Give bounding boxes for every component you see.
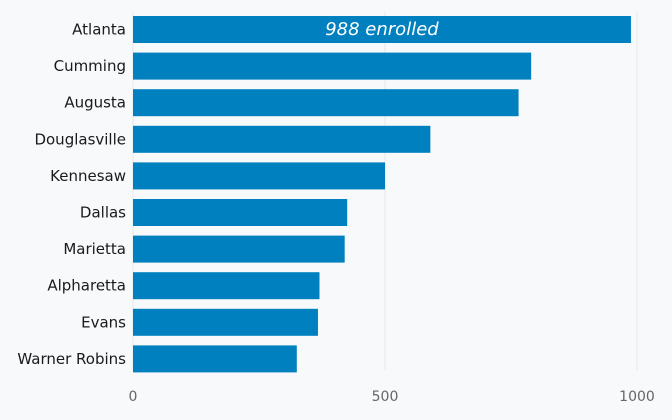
category-label: Cumming bbox=[54, 57, 126, 75]
category-label: Augusta bbox=[64, 94, 126, 112]
bar-marietta bbox=[133, 235, 345, 263]
bar-augusta bbox=[133, 89, 519, 117]
x-tick-label: 500 bbox=[372, 389, 399, 405]
category-label: Kennesaw bbox=[50, 167, 126, 185]
category-labels: Atlanta Cumming Augusta Douglasville Kennesa… bbox=[17, 21, 126, 368]
bar-annotation: 988 enrolled bbox=[325, 19, 439, 40]
category-label: Atlanta bbox=[72, 21, 126, 39]
category-label: Warner Robins bbox=[17, 350, 126, 368]
bar-atlanta bbox=[133, 16, 631, 43]
category-label: Douglasville bbox=[34, 130, 126, 148]
bar-dallas bbox=[133, 199, 348, 226]
bars bbox=[133, 16, 631, 373]
category-label: Dallas bbox=[80, 204, 126, 222]
x-tick-labels: 0 500 1000 bbox=[129, 389, 655, 405]
bar-evans bbox=[133, 308, 318, 336]
bar-douglasville bbox=[133, 125, 431, 153]
bar-cumming bbox=[133, 52, 532, 80]
category-label: Marietta bbox=[63, 240, 126, 258]
bar-warner-robins bbox=[133, 345, 297, 373]
bar-alpharetta bbox=[133, 272, 320, 300]
x-tick-label: 0 bbox=[129, 389, 138, 405]
category-label: Alpharetta bbox=[47, 277, 126, 295]
bar-kennesaw bbox=[133, 162, 385, 190]
x-tick-label: 1000 bbox=[619, 389, 655, 405]
category-label: Evans bbox=[81, 313, 126, 331]
